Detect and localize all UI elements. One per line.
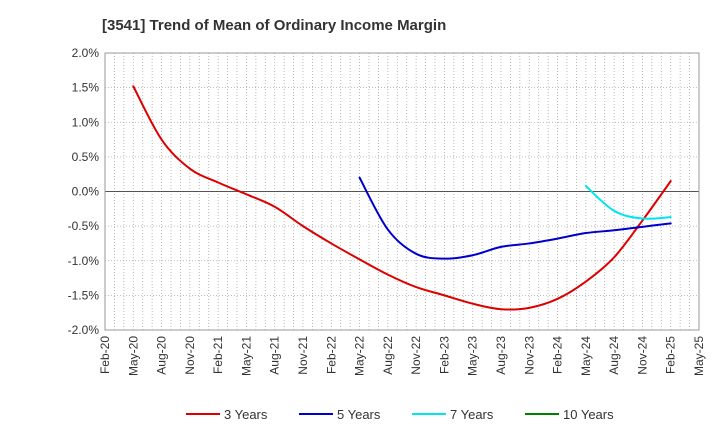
- legend-label: 7 Years: [450, 407, 494, 422]
- y-tick-label: 2.0%: [72, 46, 100, 60]
- y-tick-label: -0.5%: [68, 219, 100, 233]
- y-tick-label: 0.0%: [72, 185, 100, 199]
- x-tick-label: Nov-24: [635, 336, 649, 375]
- x-tick-label: Nov-20: [183, 336, 197, 375]
- legend-label: 5 Years: [337, 407, 381, 422]
- series-line-7-years: [584, 184, 672, 220]
- x-tick-label: Aug-24: [607, 336, 621, 375]
- chart-title: [3541] Trend of Mean of Ordinary Income …: [102, 17, 446, 34]
- x-tick-label: Feb-24: [551, 336, 565, 374]
- x-tick-label: Nov-23: [522, 336, 536, 375]
- x-tick-label: May-24: [579, 336, 593, 376]
- legend-label: 10 Years: [563, 407, 614, 422]
- x-tick-label: Feb-22: [324, 336, 338, 374]
- y-tick-label: 1.0%: [72, 115, 100, 129]
- x-tick-label: May-25: [692, 336, 706, 376]
- y-tick-label: 0.5%: [72, 150, 100, 164]
- y-tick-label: -2.0%: [68, 323, 100, 337]
- legend-label: 3 Years: [224, 407, 268, 422]
- y-axis-ticks: 2.0% 1.5% 1.0% 0.5% 0.0% -0.5% -1.0% -1.5% -2.0%: [68, 46, 100, 337]
- x-tick-label: May-21: [239, 336, 253, 376]
- series-line-3-years: [132, 85, 672, 311]
- x-tick-label: Feb-20: [98, 336, 112, 374]
- plot-frame: [104, 52, 700, 331]
- x-tick-label: May-22: [353, 336, 367, 376]
- x-tick-label: Feb-21: [211, 336, 225, 374]
- legend: 3 Years 5 Years 7 Years 10 Years: [186, 407, 614, 422]
- y-tick-label: -1.0%: [68, 254, 100, 268]
- x-tick-label: May-20: [126, 336, 140, 376]
- x-axis-ticks: Feb-20 May-20 Aug-20 Nov-20 Feb-21 May-21 Aug-…: [98, 336, 706, 376]
- x-tick-label: Nov-21: [296, 336, 310, 375]
- series-line-5-years: [358, 176, 672, 260]
- x-tick-label: May-23: [466, 336, 480, 376]
- x-tick-label: Aug-20: [155, 336, 169, 375]
- series-group: [132, 85, 672, 311]
- x-tick-label: Aug-21: [268, 336, 282, 375]
- x-tick-label: Feb-25: [664, 336, 678, 374]
- x-tick-label: Feb-23: [437, 336, 451, 374]
- y-tick-label: 1.5%: [72, 81, 100, 95]
- x-tick-label: Nov-22: [409, 336, 423, 375]
- x-tick-label: Aug-23: [494, 336, 508, 375]
- y-tick-label: -1.5%: [68, 288, 100, 302]
- x-tick-label: Aug-22: [381, 336, 395, 375]
